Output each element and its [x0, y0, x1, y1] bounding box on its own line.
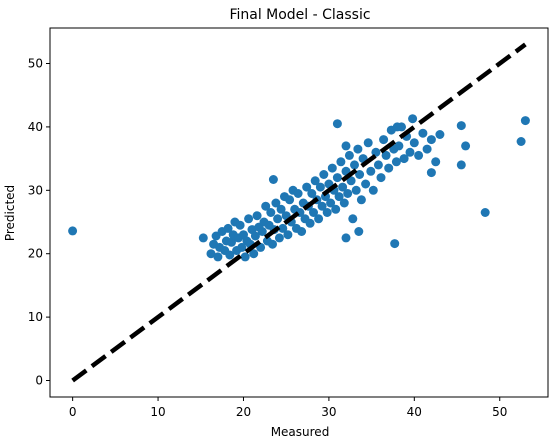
data-point: [418, 129, 427, 138]
data-point: [213, 252, 222, 261]
data-point: [457, 160, 466, 169]
data-point: [269, 175, 278, 184]
data-point: [374, 160, 383, 169]
points-layer: [68, 114, 530, 261]
data-point: [392, 157, 401, 166]
x-axis-label: Measured: [271, 425, 330, 439]
y-tick-label: 0: [35, 374, 43, 388]
data-point: [236, 221, 245, 230]
data-point: [345, 151, 354, 160]
chart-title: Final Model - Classic: [229, 7, 370, 23]
data-point: [333, 173, 342, 182]
data-point: [68, 226, 77, 235]
data-point: [336, 157, 345, 166]
data-point: [481, 208, 490, 217]
data-point: [427, 168, 436, 177]
y-axis-label: Predicted: [3, 185, 17, 241]
data-point: [390, 239, 399, 248]
data-point: [294, 189, 303, 198]
x-tick-label: 50: [492, 405, 507, 419]
y-tick-label: 10: [28, 310, 43, 324]
x-tick-label: 20: [236, 405, 251, 419]
data-point: [435, 130, 444, 139]
data-point: [457, 121, 466, 130]
data-point: [342, 141, 351, 150]
data-point: [316, 183, 325, 192]
data-point: [340, 199, 349, 208]
data-point: [306, 219, 315, 228]
data-point: [423, 145, 432, 154]
y-tick-label: 50: [28, 57, 43, 71]
x-axis-ticks: 0 10 20 30 40 50: [69, 397, 508, 419]
x-tick-label: 30: [321, 405, 336, 419]
data-point: [350, 160, 359, 169]
data-point: [353, 145, 362, 154]
data-point: [427, 135, 436, 144]
data-point: [283, 230, 292, 239]
data-point: [331, 205, 340, 214]
data-point: [431, 157, 440, 166]
y-tick-label: 20: [28, 247, 43, 261]
data-point: [366, 167, 375, 176]
data-point: [410, 138, 419, 147]
x-tick-label: 40: [407, 405, 422, 419]
data-point: [275, 233, 284, 242]
data-point: [517, 137, 526, 146]
data-point: [342, 233, 351, 242]
y-tick-label: 30: [28, 183, 43, 197]
data-point: [364, 138, 373, 147]
data-point: [253, 211, 262, 220]
data-point: [285, 195, 294, 204]
data-point: [333, 119, 342, 128]
y-axis-ticks: 0 10 20 30 40 50: [28, 57, 50, 388]
data-point: [354, 227, 363, 236]
x-tick-label: 0: [69, 405, 77, 419]
data-point: [268, 240, 277, 249]
data-point: [244, 214, 253, 223]
data-point: [319, 170, 328, 179]
data-point: [379, 135, 388, 144]
data-point: [361, 180, 370, 189]
data-point: [348, 214, 357, 223]
data-point: [314, 214, 323, 223]
data-point: [393, 122, 402, 131]
data-point: [323, 208, 332, 217]
x-tick-label: 10: [150, 405, 165, 419]
data-point: [377, 173, 386, 182]
data-point: [394, 141, 403, 150]
data-point: [266, 208, 275, 217]
data-point: [461, 141, 470, 150]
data-point: [343, 189, 352, 198]
data-point: [369, 186, 378, 195]
data-point: [297, 227, 306, 236]
data-point: [241, 252, 250, 261]
data-point: [357, 195, 366, 204]
data-point: [352, 186, 361, 195]
data-point: [328, 164, 337, 173]
data-point: [199, 233, 208, 242]
data-point: [521, 116, 530, 125]
data-point: [414, 151, 423, 160]
data-point: [406, 148, 415, 157]
data-point: [384, 164, 393, 173]
data-point: [273, 214, 282, 223]
data-point: [408, 114, 417, 123]
y-tick-label: 40: [28, 120, 43, 134]
